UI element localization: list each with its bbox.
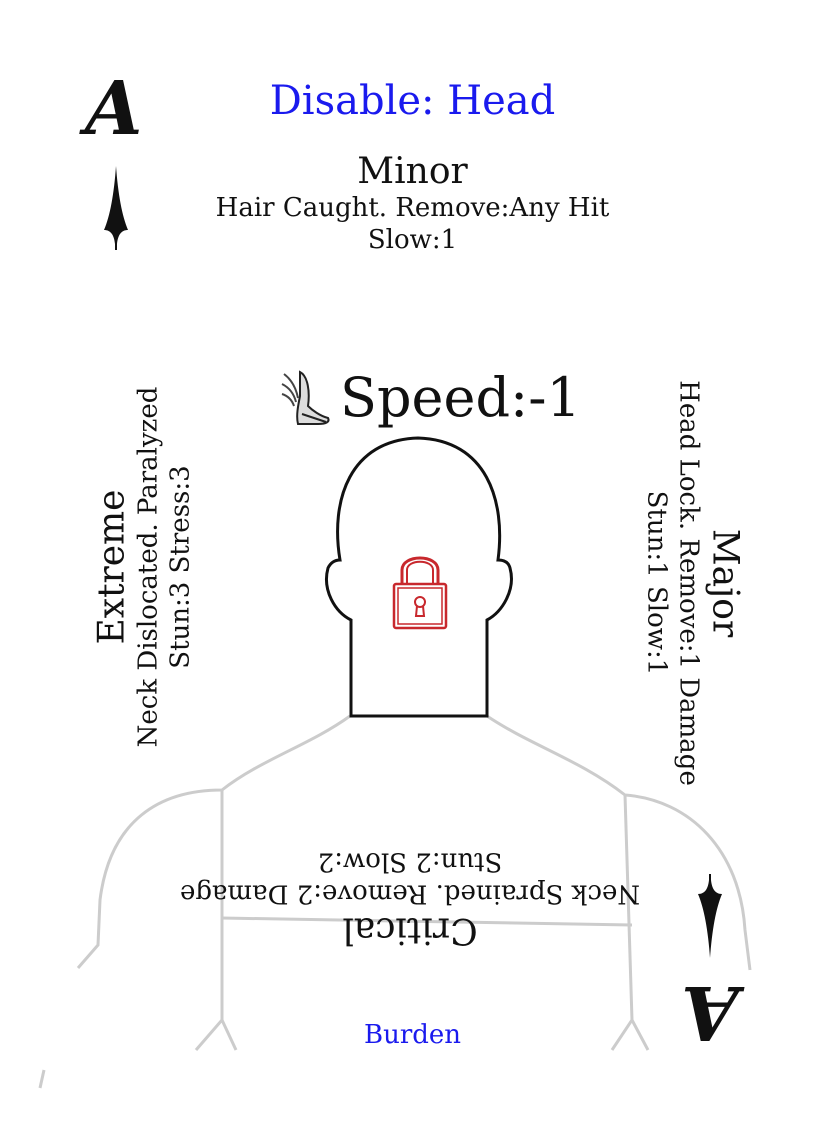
minor-line-1: Hair Caught. Remove:Any Hit bbox=[215, 192, 610, 223]
critical-line-2: Stun:2 Slow:2 bbox=[317, 846, 503, 877]
major-line-2: Stun:1 Slow:1 bbox=[641, 490, 672, 676]
minor-line-2: Slow:1 bbox=[367, 225, 458, 256]
major-title: Major bbox=[704, 528, 746, 638]
head-outline bbox=[325, 436, 513, 718]
speed-modifier: Speed:-1 bbox=[278, 362, 581, 432]
extreme-title: Extreme bbox=[91, 489, 133, 645]
card-title: Disable: Head bbox=[269, 78, 556, 124]
padlock-icon bbox=[392, 556, 448, 630]
dagger-icon bbox=[104, 166, 128, 250]
speed-label: Speed:-1 bbox=[340, 365, 581, 429]
minor-title: Minor bbox=[357, 151, 468, 192]
rank-top-left: A bbox=[85, 66, 143, 152]
critical-effect: Critical Neck Sprained. Remove:2 Damage … bbox=[160, 845, 660, 951]
card-footer: Burden bbox=[363, 1020, 462, 1050]
critical-title: Critical bbox=[342, 909, 478, 951]
dagger-icon bbox=[698, 874, 722, 958]
winged-shoe-icon bbox=[281, 370, 330, 425]
extreme-line-2: Stun:3 Stress:3 bbox=[165, 465, 196, 669]
minor-effect: Minor Hair Caught. Remove:Any Hit Slow:1 bbox=[0, 152, 825, 257]
critical-line-1: Neck Sprained. Remove:2 Damage bbox=[179, 879, 641, 909]
major-line-1: Head Lock. Remove:1 Damage bbox=[673, 380, 704, 786]
extreme-effect: Extreme Neck Dislocated. Paralyzed Stun:… bbox=[0, 367, 345, 767]
major-effect: Major Head Lock. Remove:1 Damage Stun:1 … bbox=[492, 363, 825, 803]
extreme-line-1: Neck Dislocated. Paralyzed bbox=[133, 386, 164, 748]
